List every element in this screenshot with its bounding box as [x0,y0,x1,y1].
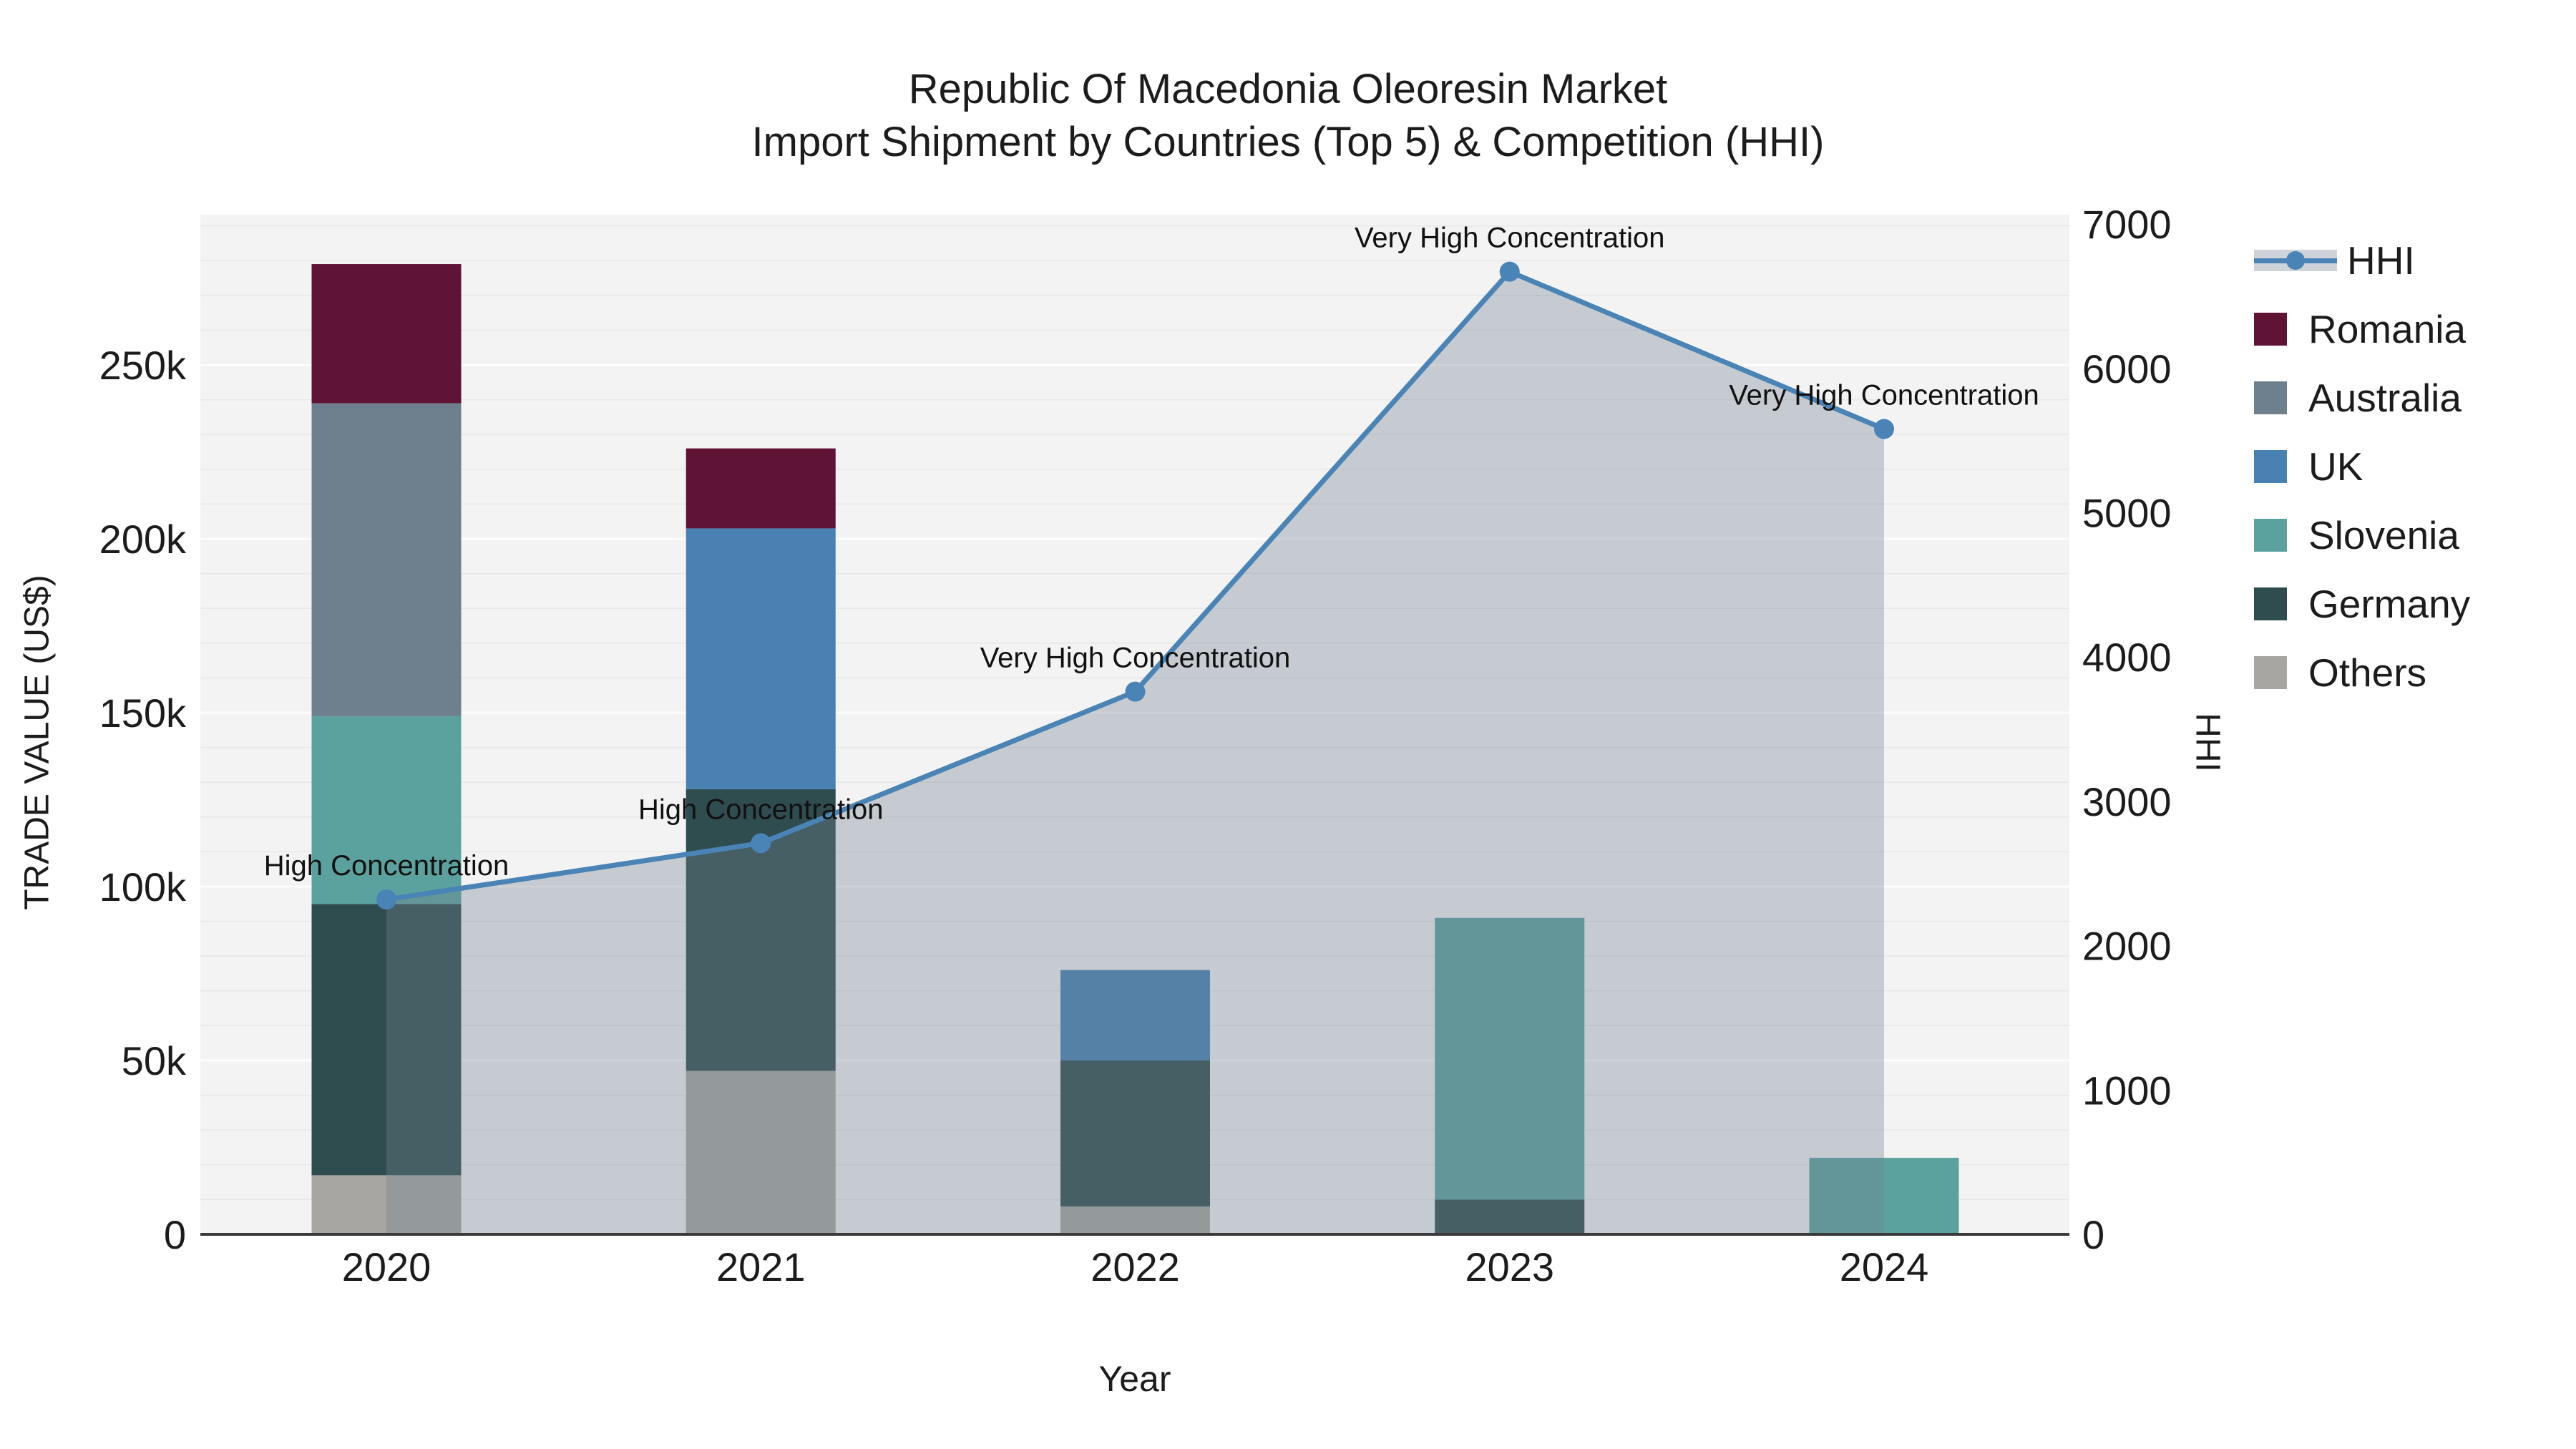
legend-item-uk[interactable]: UK [2254,442,2470,491]
legend-swatch-australia [2254,381,2287,414]
bar-segment-germany-2022[interactable] [1060,1060,1210,1207]
right-tick-1000: 1000 [2082,1068,2172,1113]
chart-title-line1: Republic Of Macedonia Oleoresin Market [908,66,1668,112]
bar-segment-australia-2020[interactable] [311,403,462,716]
legend-label-australia: Australia [2308,376,2462,420]
annotation-2024: Very High Concentration [1729,380,2039,411]
legend: HHI Romania Australia UK Slovenia Germany Othe… [2254,236,2470,697]
x-axis-title: Year [1098,1359,1171,1399]
right-tick-5000: 5000 [2082,491,2172,536]
legend-swatch-uk [2254,450,2287,483]
right-tick-3000: 3000 [2082,779,2172,824]
right-tick-4000: 4000 [2082,635,2172,680]
hhi-marker-2023[interactable] [1499,261,1520,282]
x-tick-2024: 2024 [1840,1244,1929,1289]
x-tick-2021: 2021 [716,1244,806,1289]
annotation-2023: Very High Concentration [1355,223,1665,254]
hhi-marker-2020[interactable] [376,889,396,910]
x-tick-2022: 2022 [1091,1244,1180,1289]
legend-item-germany[interactable]: Germany [2254,580,2470,628]
legend-item-hhi[interactable]: HHI [2254,236,2470,285]
left-tick-200k: 200k [99,517,187,562]
left-tick-0: 0 [164,1212,186,1257]
bar-segment-slovenia-2023[interactable] [1435,917,1585,1200]
annotation-2021: High Concentration [638,794,883,825]
legend-label-germany: Germany [2308,582,2471,626]
left-tick-100k: 100k [99,864,187,909]
left-axis-title: TRADE VALUE (US$) [18,575,57,910]
bar-segment-romania-2020[interactable] [311,264,462,404]
x-tick-2020: 2020 [342,1244,431,1289]
right-tick-6000: 6000 [2082,346,2172,391]
bar-segment-slovenia-2020[interactable] [311,716,462,904]
bar-segment-slovenia-2024[interactable] [1809,1158,1959,1234]
legend-hhi-line-icon [2254,244,2337,277]
left-tick-150k: 150k [99,691,187,736]
legend-item-slovenia[interactable]: Slovenia [2254,511,2470,560]
annotation-2020: High Concentration [264,850,509,882]
left-tick-50k: 50k [122,1038,187,1083]
hhi-marker-2024[interactable] [1874,419,1894,439]
legend-item-australia[interactable]: Australia [2254,374,2470,422]
legend-swatch-germany [2254,587,2287,620]
legend-label-others: Others [2308,650,2427,695]
legend-swatch-slovenia [2254,519,2287,552]
hhi-fill-area [386,271,1884,1234]
bar-segment-uk-2022[interactable] [1060,970,1210,1060]
x-tick-2023: 2023 [1465,1244,1554,1289]
bar-segment-others-2021[interactable] [686,1070,836,1234]
hhi-marker-2021[interactable] [751,833,771,854]
bar-segment-romania-2021[interactable] [686,448,836,529]
bar-segment-uk-2021[interactable] [686,528,836,789]
chart-title: Republic Of Macedonia Oleoresin Market I… [0,63,2576,169]
legend-swatch-others [2254,656,2287,689]
left-tick-250k: 250k [99,343,187,388]
legend-label-slovenia: Slovenia [2308,513,2459,557]
right-tick-2000: 2000 [2082,924,2172,969]
bar-segment-others-2020[interactable] [311,1175,462,1234]
bar-segment-others-2022[interactable] [1060,1206,1210,1234]
right-axis-title: HHI [2188,713,2227,772]
legend-swatch-romania [2254,313,2287,346]
bar-segment-germany-2020[interactable] [311,904,462,1176]
legend-item-others[interactable]: Others [2254,648,2470,697]
hhi-marker-2022[interactable] [1125,681,1146,702]
bar-segment-germany-2023[interactable] [1435,1199,1585,1234]
legend-label-uk: UK [2308,444,2363,489]
legend-item-romania[interactable]: Romania [2254,305,2470,353]
chart-title-line2: Import Shipment by Countries (Top 5) & C… [751,119,1825,165]
legend-label-hhi: HHI [2347,238,2415,283]
right-tick-0: 0 [2082,1212,2104,1257]
right-tick-7000: 7000 [2082,202,2172,247]
legend-label-romania: Romania [2308,307,2467,351]
annotation-2022: Very High Concentration [980,643,1291,674]
